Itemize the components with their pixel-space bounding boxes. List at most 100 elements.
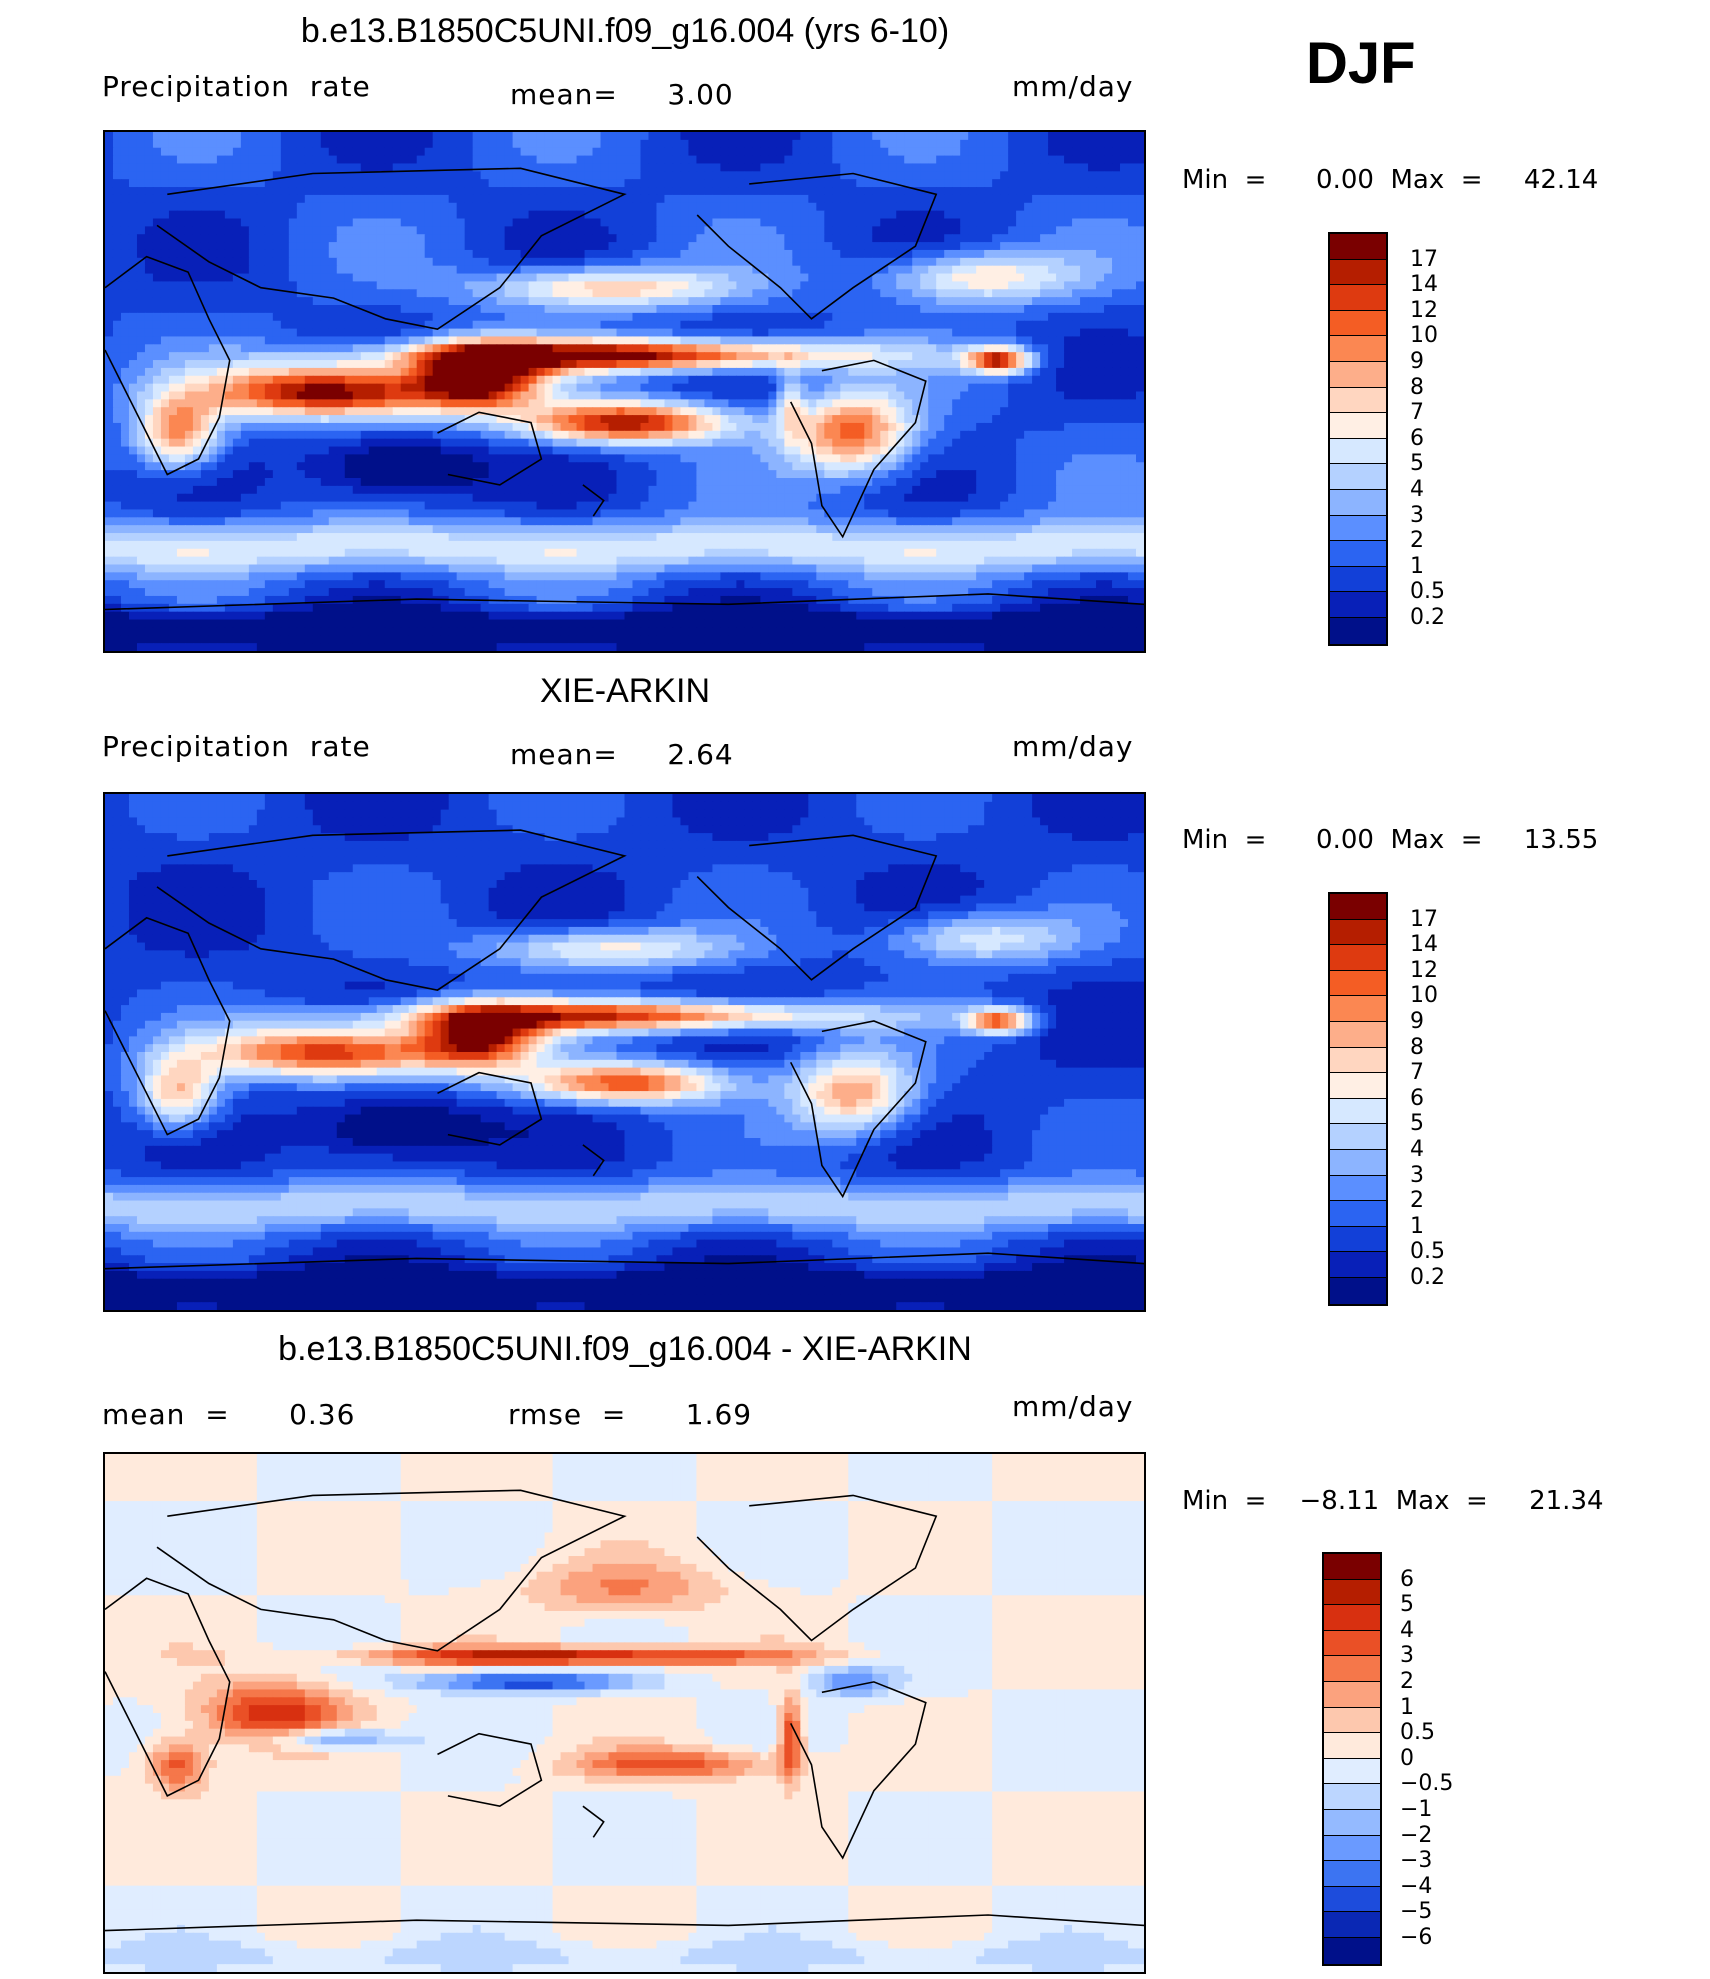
map-cell xyxy=(1064,352,1073,361)
map-cell xyxy=(464,194,474,204)
map-cell xyxy=(952,415,961,424)
map-cell xyxy=(824,367,833,377)
map-cell xyxy=(752,383,761,393)
map-cell xyxy=(312,352,322,361)
map-cell xyxy=(448,249,458,259)
map-cell xyxy=(872,234,881,243)
map-cell xyxy=(600,210,610,220)
map-cell xyxy=(272,257,282,267)
map-cell xyxy=(1016,226,1025,235)
map-cell xyxy=(952,273,961,283)
map-cell xyxy=(576,305,586,314)
map-cell xyxy=(920,163,929,172)
map-cell xyxy=(304,312,314,322)
map-cell xyxy=(288,187,298,196)
map-cell xyxy=(1136,320,1144,330)
map-cell xyxy=(936,179,945,188)
map-cell xyxy=(1088,194,1097,204)
map-cell xyxy=(264,226,274,235)
map-cell xyxy=(448,297,458,306)
map-cell xyxy=(248,139,258,149)
map-cell xyxy=(112,352,122,361)
map-cell xyxy=(560,415,570,424)
map-cell xyxy=(1056,171,1065,180)
map-cell xyxy=(120,297,130,306)
map-cell xyxy=(184,179,194,188)
map-cell xyxy=(808,202,817,212)
map-cell xyxy=(904,202,913,212)
map-cell xyxy=(264,375,274,385)
map-cell xyxy=(840,312,849,322)
map-cell xyxy=(416,383,426,393)
map-cell xyxy=(288,375,298,385)
map-cell xyxy=(256,218,266,227)
map-cell xyxy=(936,187,945,196)
map-cell xyxy=(520,194,530,204)
map-cell xyxy=(904,320,913,330)
map-cell xyxy=(800,242,809,251)
map-cell xyxy=(1008,179,1017,188)
map-cell xyxy=(616,202,626,212)
map-cell xyxy=(128,320,138,330)
map-cell xyxy=(616,155,626,165)
map-cell xyxy=(784,305,793,314)
map-cell xyxy=(280,132,290,141)
map-cell xyxy=(600,171,610,180)
map-cell xyxy=(672,320,682,330)
map-cell xyxy=(568,305,578,314)
map-cell xyxy=(720,344,729,353)
map-cell xyxy=(752,422,761,432)
map-cell xyxy=(656,187,666,196)
map-cell xyxy=(712,415,722,424)
map-cell xyxy=(816,234,825,243)
map-cell xyxy=(856,155,865,165)
map-cell xyxy=(216,257,226,267)
map-cell xyxy=(496,328,506,338)
map-cell xyxy=(864,132,873,141)
map-cell xyxy=(1072,257,1081,267)
map-cell xyxy=(976,226,985,235)
map-cell xyxy=(376,360,386,369)
map-cell xyxy=(1040,179,1049,188)
map-cell xyxy=(680,194,690,204)
map-cell xyxy=(504,352,514,361)
map-cell xyxy=(192,132,202,141)
map-cell xyxy=(416,163,426,172)
map-cell xyxy=(736,210,745,220)
map-cell xyxy=(464,430,474,440)
map-cell xyxy=(384,226,394,235)
map-cell xyxy=(408,336,418,345)
map-cell xyxy=(272,194,282,204)
map-cell xyxy=(680,399,690,408)
map-cell xyxy=(880,312,889,322)
map-cell xyxy=(1048,312,1057,322)
map-cell xyxy=(728,422,737,432)
map-cell xyxy=(1016,194,1025,204)
map-cell xyxy=(888,391,897,400)
map-cell xyxy=(288,210,298,220)
map-cell xyxy=(728,391,737,400)
map-cell xyxy=(320,360,330,369)
map-cell xyxy=(120,430,130,440)
map-cell xyxy=(480,171,490,180)
map-cell xyxy=(536,360,546,369)
map-cell xyxy=(984,257,993,267)
map-cell xyxy=(536,210,546,220)
map-cell xyxy=(408,422,418,432)
map-cell xyxy=(704,163,714,172)
map-cell xyxy=(1032,399,1041,408)
map-cell xyxy=(648,132,658,141)
map-cell xyxy=(568,297,578,306)
map-cell xyxy=(496,147,506,157)
map-cell xyxy=(800,352,809,361)
map-cell xyxy=(624,171,634,180)
map-cell xyxy=(960,242,969,251)
map-cell xyxy=(456,422,466,432)
map-cell xyxy=(1016,147,1025,157)
map-cell xyxy=(864,344,873,353)
map-cell xyxy=(272,289,282,298)
map-cell xyxy=(896,305,905,314)
map-cell xyxy=(328,202,338,212)
map-cell xyxy=(376,179,386,188)
map-cell xyxy=(912,265,921,275)
